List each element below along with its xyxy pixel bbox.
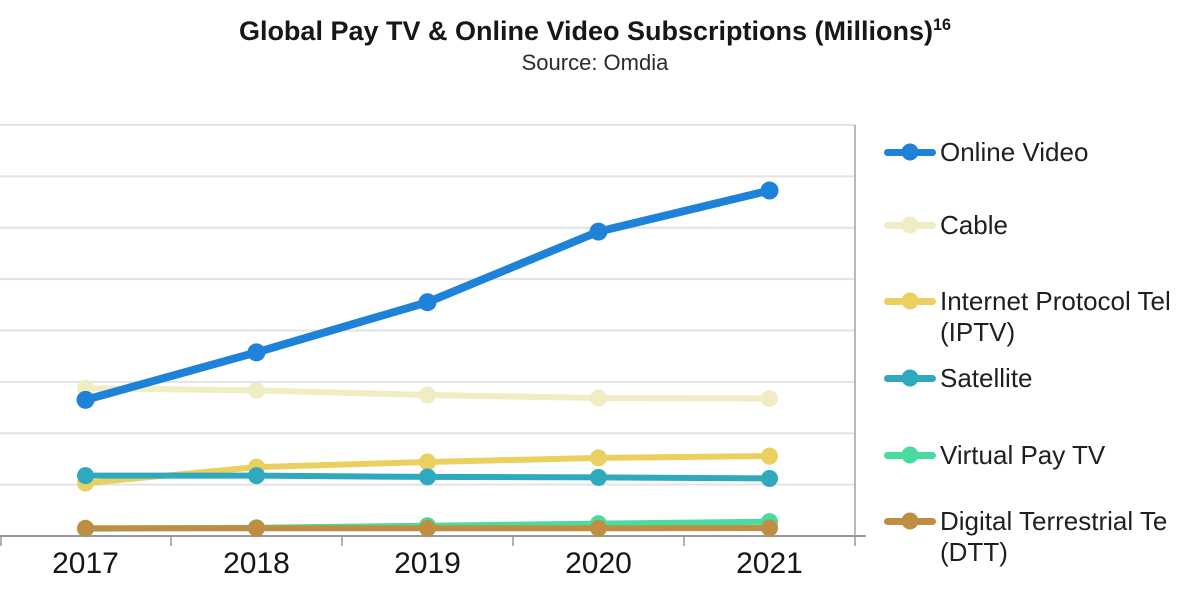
data-point-online-video-2017: [76, 390, 95, 409]
legend-marker-dot: [901, 292, 919, 310]
legend-marker-dot: [901, 143, 919, 161]
legend-marker-line: [884, 446, 936, 464]
data-point-digital-terrestrial-te-dtt-2020: [590, 519, 607, 537]
legend-label: Cable: [940, 209, 1008, 240]
x-axis-label-2017: 2017: [52, 547, 119, 580]
legend-item-online-video: Online Video: [884, 137, 1088, 168]
data-point-online-video-2020: [589, 222, 608, 241]
legend-item-satellite: Satellite: [884, 363, 1033, 394]
legend-label: Digital Terrestrial Te (DTT): [940, 505, 1168, 567]
data-point-satellite-2021: [761, 469, 778, 487]
legend-item-cable: Cable: [884, 210, 1008, 241]
data-point-cable-2018: [248, 381, 265, 399]
data-point-internet-protocol-tel-iptv-2019: [419, 453, 436, 471]
legend-item-virtual-pay-tv: Virtual Pay TV: [884, 440, 1105, 471]
data-point-online-video-2021: [760, 181, 779, 200]
x-axis-label-2018: 2018: [223, 547, 290, 580]
plot-area: 2017 2018 2019 2020 2021: [0, 124, 866, 580]
legend-marker-line: [884, 369, 936, 387]
data-point-digital-terrestrial-te-dtt-2018: [248, 519, 265, 537]
legend-marker-line: [884, 143, 936, 161]
x-axis-label-2019: 2019: [394, 547, 461, 580]
legend-label: Online Video: [940, 136, 1089, 167]
data-point-online-video-2018: [247, 343, 266, 362]
data-point-satellite-2019: [419, 468, 436, 486]
chart-title-text: Global Pay TV & Online Video Subscriptio…: [238, 16, 934, 46]
data-point-satellite-2018: [248, 467, 265, 485]
data-point-cable-2019: [419, 386, 436, 404]
legend-marker-line: [884, 512, 936, 530]
legend-marker-dot: [901, 512, 919, 530]
legend-marker-dot: [901, 216, 919, 234]
data-point-digital-terrestrial-te-dtt-2017: [77, 519, 94, 537]
chart-subtitle: Source: Omdia: [521, 50, 669, 75]
legend-item-digital-terrestrial-te-dtt: Digital Terrestrial Te (DTT): [884, 506, 1167, 568]
data-point-satellite-2017: [77, 467, 94, 485]
legend-marker-line: [884, 216, 936, 234]
legend-item-internet-protocol-tel-iptv: Internet Protocol Tel (IPTV): [884, 286, 1171, 348]
data-point-cable-2020: [590, 389, 607, 407]
legend-label: Virtual Pay TV: [940, 439, 1106, 470]
data-point-internet-protocol-tel-iptv-2020: [590, 449, 607, 467]
legend-marker-line: [884, 292, 936, 310]
data-point-digital-terrestrial-te-dtt-2019: [419, 519, 436, 537]
legend-label: Satellite: [940, 362, 1033, 393]
chart-header: Global Pay TV & Online Video Subscriptio…: [0, 16, 1190, 76]
legend-label: Internet Protocol Tel (IPTV): [940, 285, 1171, 347]
chart-title-superscript: 16: [933, 16, 952, 34]
legend-marker-dot: [901, 369, 919, 387]
data-point-cable-2021: [761, 390, 778, 408]
x-axis-label-2020: 2020: [565, 547, 632, 580]
data-point-internet-protocol-tel-iptv-2021: [761, 447, 778, 465]
data-point-online-video-2019: [418, 293, 437, 312]
data-point-digital-terrestrial-te-dtt-2021: [761, 519, 778, 537]
chart-title: Global Pay TV & Online Video Subscriptio…: [0, 16, 1190, 47]
data-point-satellite-2020: [590, 468, 607, 486]
x-axis-label-2021: 2021: [736, 547, 803, 580]
legend-marker-dot: [901, 446, 919, 464]
